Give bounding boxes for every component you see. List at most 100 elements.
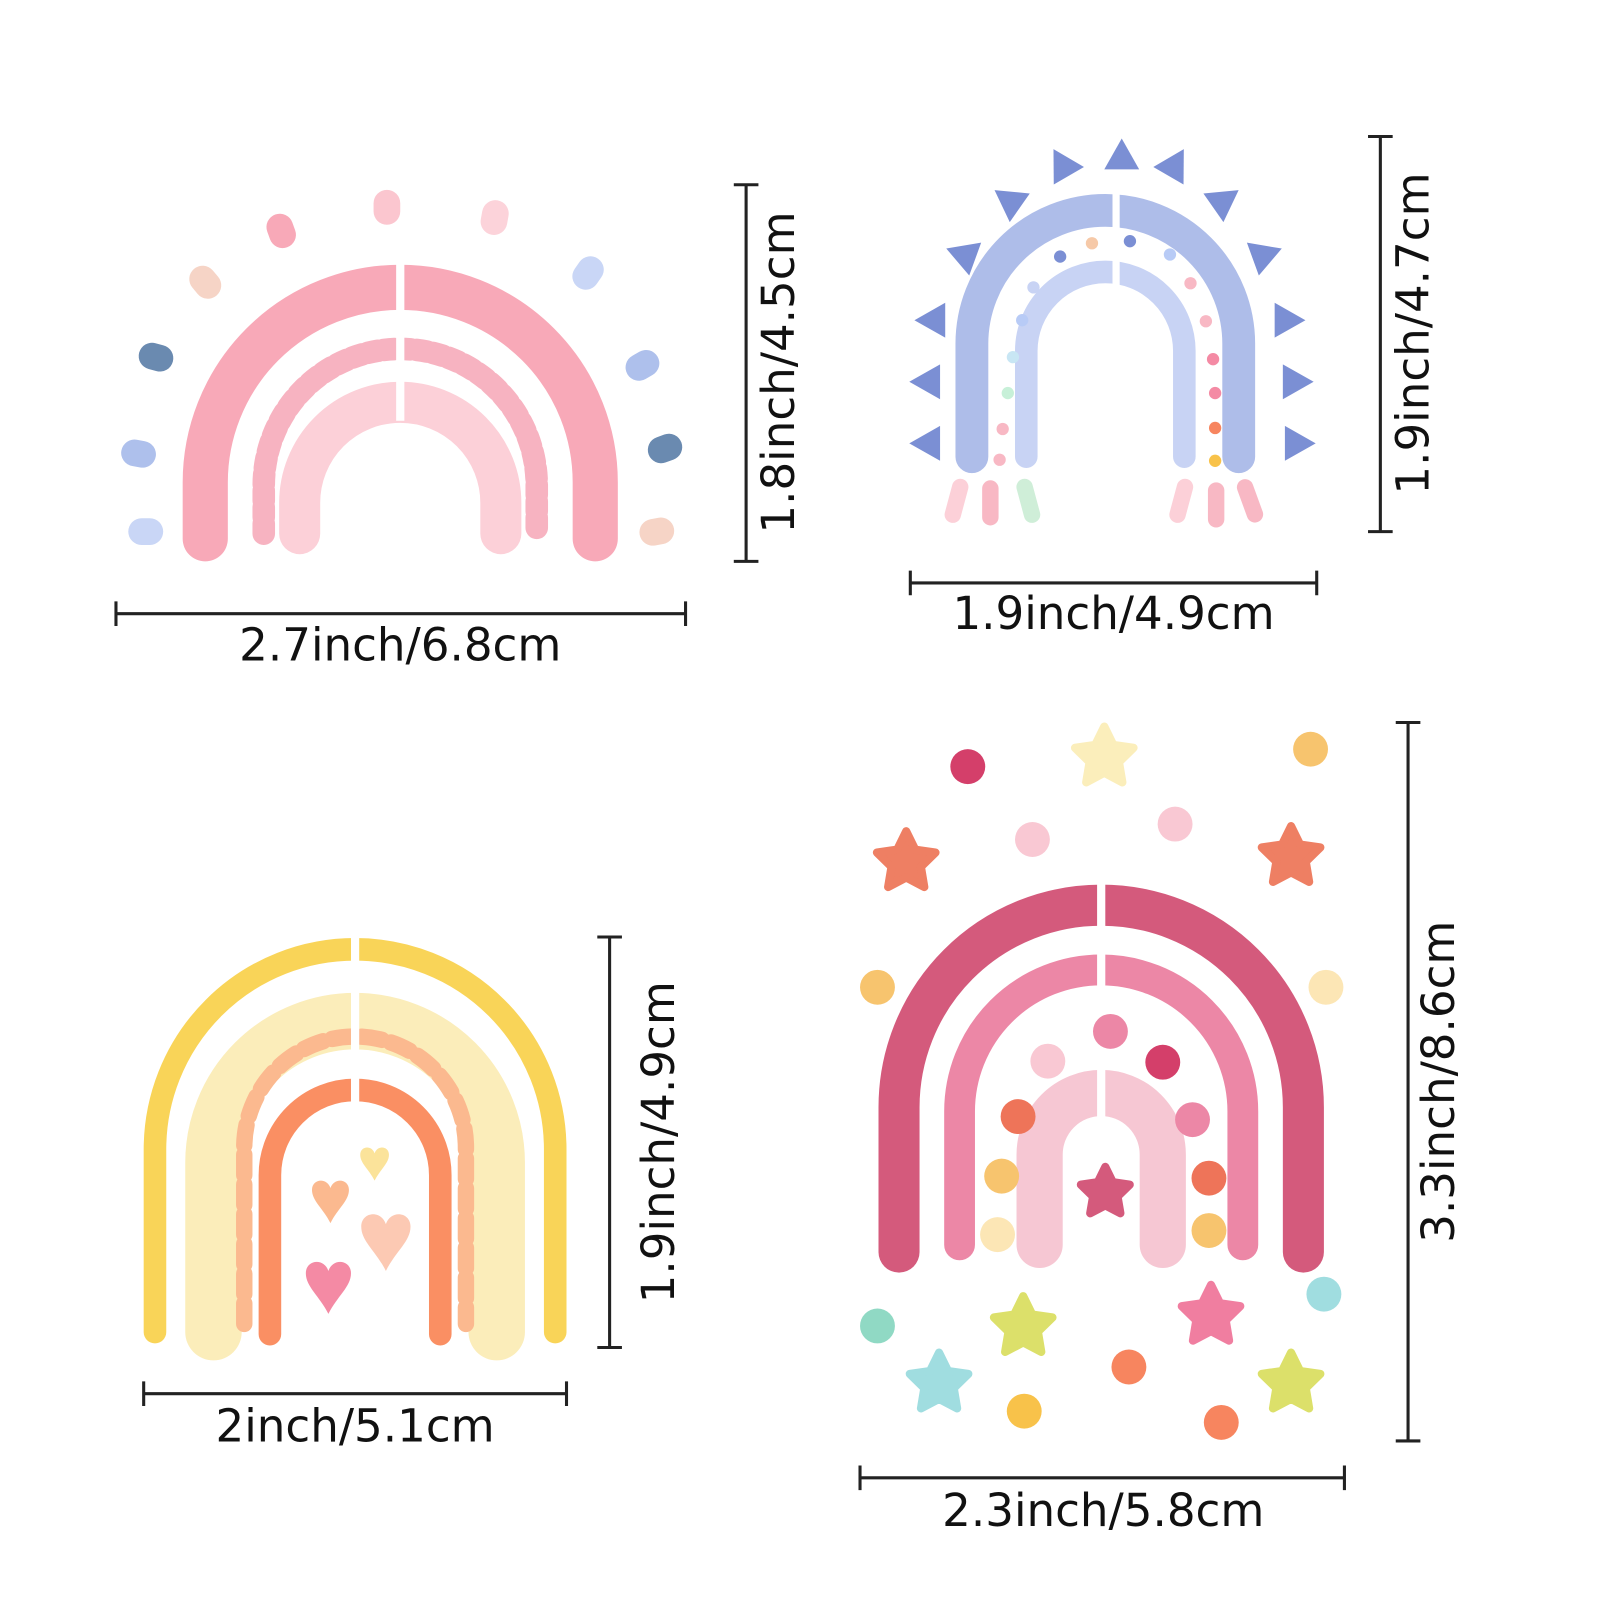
leg [1016,478,1041,523]
dot [1208,454,1222,467]
dot [996,422,1009,436]
height-label: 1.9inch/4.7cm [1386,172,1439,494]
dash [266,213,296,249]
leg [1236,479,1264,523]
dash [138,342,174,372]
triangle [1203,190,1239,223]
rainbow-band [258,1078,452,1346]
dash [625,349,660,381]
height-label: 1.8inch/4.5cm [752,211,805,533]
triangle [1282,364,1314,400]
dot [1053,250,1067,263]
dash [373,189,401,225]
dot [1030,1043,1066,1079]
triangle [1274,302,1306,338]
ruler [1395,720,1421,1443]
gap [1112,184,1120,298]
gap [1097,877,1106,1145]
gap [350,923,360,1119]
dash [121,439,156,468]
ruler [114,601,688,627]
dot [1199,315,1213,328]
dash [647,433,683,464]
star [1177,1280,1245,1345]
triangle [1053,149,1084,185]
leg [1207,482,1225,528]
star [1076,1162,1134,1218]
dot [1014,822,1050,857]
dot [1184,277,1197,290]
ruler [733,183,759,563]
dot [1175,1102,1210,1138]
width-label: 2.3inch/5.8cm [942,1484,1264,1537]
dot [1191,1160,1227,1196]
dot [1145,1044,1181,1080]
ruler [908,570,1319,596]
dot [860,969,895,1005]
dot [1157,806,1193,842]
rainbow-band [279,381,522,555]
width-label: 1.9inch/4.9cm [952,587,1274,640]
star [905,1348,973,1413]
heart [305,1261,351,1314]
dot [1085,237,1099,250]
dot [1208,386,1222,400]
dot [1111,1349,1147,1385]
dot [860,1308,895,1344]
dot [1191,1213,1227,1248]
dot [1016,314,1029,327]
heart [311,1180,349,1224]
height-label: 1.9inch/4.9cm [632,981,685,1303]
dot [1208,421,1222,435]
height-label: 3.3inch/8.6cm [1412,921,1465,1243]
rainbow-band [955,193,1256,474]
dot [993,453,1006,466]
dot [1203,1404,1239,1440]
star [1257,1348,1325,1413]
dot [1308,969,1344,1005]
dot [1092,1013,1128,1049]
triangle [994,190,1030,223]
rainbow-band [1014,260,1196,468]
triangle [1153,149,1184,185]
star [989,1292,1057,1357]
ruler [1368,134,1393,534]
dot [1163,248,1177,261]
triangle [1104,138,1140,170]
leg [982,480,999,526]
ruler [858,1465,1346,1491]
leg [1169,478,1194,523]
triangle [914,302,946,338]
star [872,827,940,892]
dash [480,200,509,235]
triangle [909,364,941,400]
dot [1027,281,1040,294]
ruler [597,935,622,1350]
stickers [121,138,1344,1440]
heart [361,1214,411,1271]
triangle [1246,242,1282,276]
dot [1306,1276,1342,1312]
dot [1001,386,1014,400]
leg [944,478,969,523]
dimension-rulers [114,134,1421,1491]
width-label: 2inch/5.1cm [216,1400,495,1453]
heart [360,1147,389,1181]
width-label: 2.7inch/6.8cm [239,619,561,672]
dot [984,1158,1020,1194]
dot [1123,235,1137,248]
dash [572,256,604,290]
triangle [946,242,982,276]
dot [980,1217,1015,1253]
dot [1006,350,1020,364]
dot [1006,1393,1042,1429]
gap [396,256,405,421]
dash [639,517,675,546]
ruler [142,1381,569,1407]
dash [189,265,222,299]
dot [1206,353,1220,366]
triangle [909,425,941,461]
dot [950,749,986,785]
